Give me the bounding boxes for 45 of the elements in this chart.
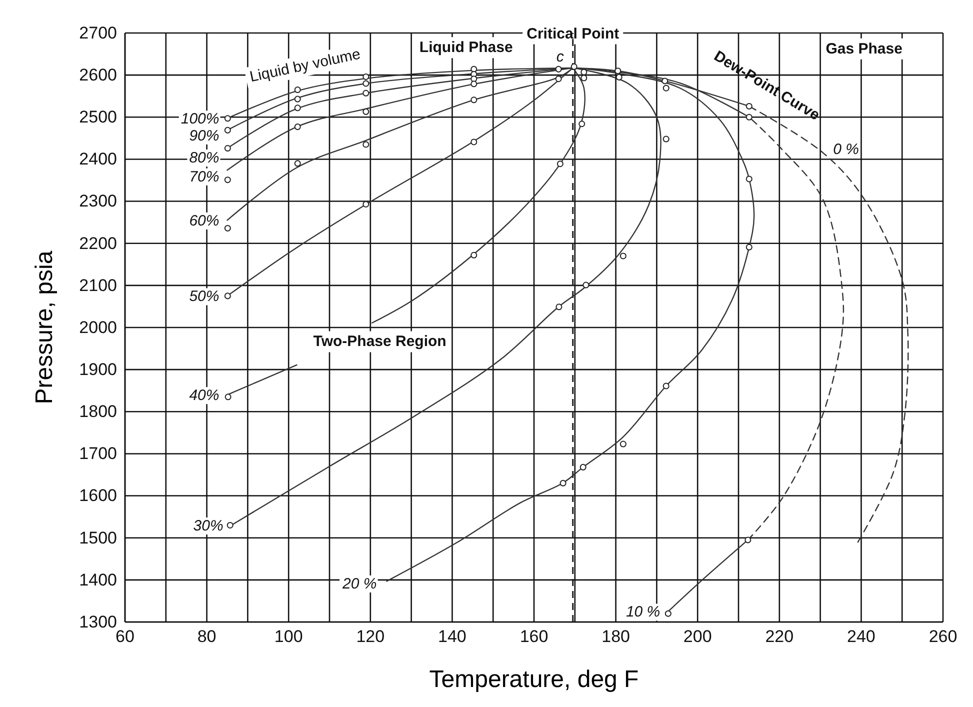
y-tick-label: 2400: [79, 150, 117, 169]
x-tick-label: 80: [197, 627, 216, 646]
y-tick-label: 2000: [79, 318, 117, 337]
annotation: Two-Phase Region: [313, 333, 446, 350]
y-tick-label: 1600: [79, 486, 117, 506]
annotation: Liquid Phase: [419, 39, 513, 56]
series-label: 10 %: [626, 604, 660, 621]
series-label: 80%: [189, 150, 220, 167]
x-tick-label: 260: [928, 627, 958, 646]
x-tick-label: 100: [274, 627, 303, 646]
x-axis-title: Temperature, deg F: [429, 666, 639, 693]
annotation: Liquid by volume: [248, 46, 362, 86]
y-tick-label: 1400: [79, 570, 117, 590]
series-label: 50%: [189, 288, 220, 306]
y-tick-label: 2500: [79, 108, 117, 127]
series-label: 70%: [189, 168, 220, 186]
y-tick-label: 2100: [79, 276, 117, 295]
y-tick-label: 1900: [79, 360, 117, 380]
annotation: Gas Phase: [826, 40, 902, 58]
y-tick-label: 2300: [79, 192, 117, 211]
y-tick-label: 1700: [79, 444, 117, 464]
x-tick-label: 120: [356, 627, 385, 646]
y-tick-label: 2200: [79, 234, 117, 253]
series-label: 60%: [189, 212, 220, 230]
y-tick-label: 1300: [79, 612, 117, 632]
x-tick-label: 180: [602, 627, 630, 646]
x-tick-label: 60: [116, 627, 134, 646]
y-tick-label: 2700: [79, 23, 117, 42]
series-label: 20 %: [342, 575, 377, 592]
x-tick-label: 220: [765, 627, 794, 646]
x-tick-label: 160: [520, 627, 548, 646]
y-axis-title: Pressure, psia: [31, 250, 58, 404]
x-tick-label: 140: [438, 627, 466, 646]
series-label: 0 %: [833, 141, 860, 158]
annotation: c: [556, 48, 564, 66]
annotation: Critical Point: [526, 25, 620, 42]
y-tick-label: 2600: [79, 66, 117, 85]
x-tick-label: 240: [847, 627, 876, 646]
series-label: 90%: [189, 127, 220, 144]
y-tick-label: 1800: [79, 402, 117, 422]
y-tick-label: 1500: [79, 528, 117, 548]
series-label: 100%: [180, 110, 220, 128]
x-tick-label: 200: [683, 627, 712, 646]
series-label: 30%: [193, 517, 224, 534]
series-label: 40%: [189, 387, 220, 404]
